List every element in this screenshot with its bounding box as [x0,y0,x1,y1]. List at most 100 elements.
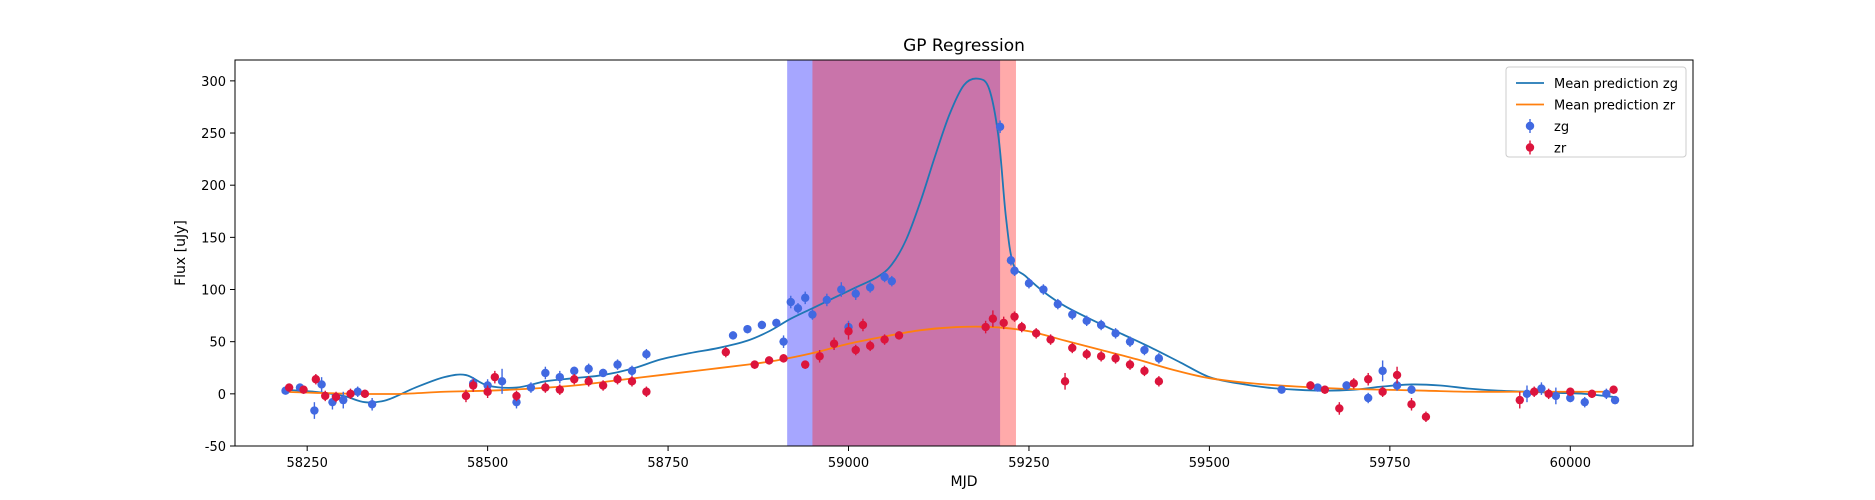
zr-marker [1096,352,1106,361]
legend-label: zg [1554,120,1569,135]
legend-item: Mean prediction zr [1516,99,1676,114]
zr-marker [598,381,608,390]
zr-point [613,374,622,385]
zg-point [1082,315,1091,327]
zg-point [598,368,608,378]
zg-point [743,324,752,334]
zr-marker [1335,404,1344,413]
zr-marker [1515,395,1524,405]
zg-point [1024,278,1034,289]
zr-marker [1140,366,1149,376]
zg-marker [526,383,536,392]
zr-marker [1392,370,1402,380]
zg-point [642,348,651,360]
zg-marker [367,400,377,409]
legend: Mean prediction zg Mean prediction zr zg zr [1505,66,1687,158]
legend-label: Mean prediction zg [1554,77,1678,92]
zr-marker [1609,385,1618,394]
legend-marker-swatch [1525,121,1535,131]
zg-marker [541,368,550,378]
zg-marker [779,337,788,346]
zr-marker [642,387,651,396]
zg-point [310,402,319,419]
zg-point [1610,395,1620,405]
zg-point [808,309,817,320]
zg-marker [339,395,348,405]
zr-point [1010,311,1019,322]
zg-marker [1580,397,1589,407]
zr-point [346,388,355,400]
zg-point [822,293,832,307]
zg-marker [837,285,846,294]
zg-point [728,331,738,340]
zr-marker [1544,389,1553,399]
zg-marker [1277,385,1286,394]
zg-point [584,363,593,375]
zr-marker [1082,349,1091,359]
zg-point [1522,385,1532,403]
zr-marker [1320,385,1330,394]
zg-point [793,303,803,314]
zr-marker [512,391,521,401]
zg-point [1537,382,1546,395]
zr-marker [613,375,622,384]
zr-point [1111,353,1120,364]
zg-marker [353,387,362,396]
zr-marker [829,339,839,348]
zg-point [1096,319,1106,331]
zr-marker [311,375,321,384]
zg-point [1068,309,1077,320]
zr-point [598,380,608,391]
zg-marker [1378,366,1387,376]
y-tick-label: 300 [201,75,226,90]
zr-point [512,390,521,402]
zg-point [367,398,377,411]
zr-marker [1060,377,1070,386]
zr-point [1335,402,1344,415]
zr-point [1306,381,1315,390]
x-tick-label: 58500 [467,456,508,471]
zr-point [858,318,868,332]
zg-marker [1363,393,1373,403]
zr-point [1421,411,1431,423]
zr-marker [490,372,500,382]
zr-marker [1031,329,1041,338]
zg-point [851,287,860,300]
zr-point [1378,386,1387,397]
zg-marker [1125,337,1135,346]
y-tick-label: 100 [201,284,226,299]
zr-point [555,384,565,395]
zg-marker [880,272,889,282]
zg-marker [801,293,810,303]
zr-marker [483,387,492,396]
zg-point [317,377,326,392]
zg-marker [598,368,608,378]
zr-marker [865,341,875,351]
zg-point [613,359,622,370]
zg-marker [1602,389,1611,399]
zg-point [1006,255,1016,266]
zr-point [801,360,810,369]
zg-marker [1096,320,1106,330]
zg-point [1140,344,1149,356]
zr-marker [541,383,550,392]
zr-marker [764,356,774,365]
legend-item: Mean prediction zg [1516,77,1678,92]
zr-point [999,316,1008,330]
zr-marker [844,327,853,336]
zr-point [1363,372,1373,386]
zr-point [894,331,904,340]
x-tick-label: 59750 [1369,456,1410,471]
zr-point [829,337,839,351]
zg-point [1039,284,1048,295]
zr-marker [321,391,330,401]
shaded-region-1 [787,60,1001,446]
zr-point [1544,388,1553,400]
zr-point [1587,389,1597,399]
zg-marker [793,304,803,313]
zr-marker [1349,379,1358,388]
zr-marker [360,389,370,399]
zr-point [360,389,370,399]
y-tick-label: 250 [201,127,226,142]
zr-marker [627,377,637,386]
